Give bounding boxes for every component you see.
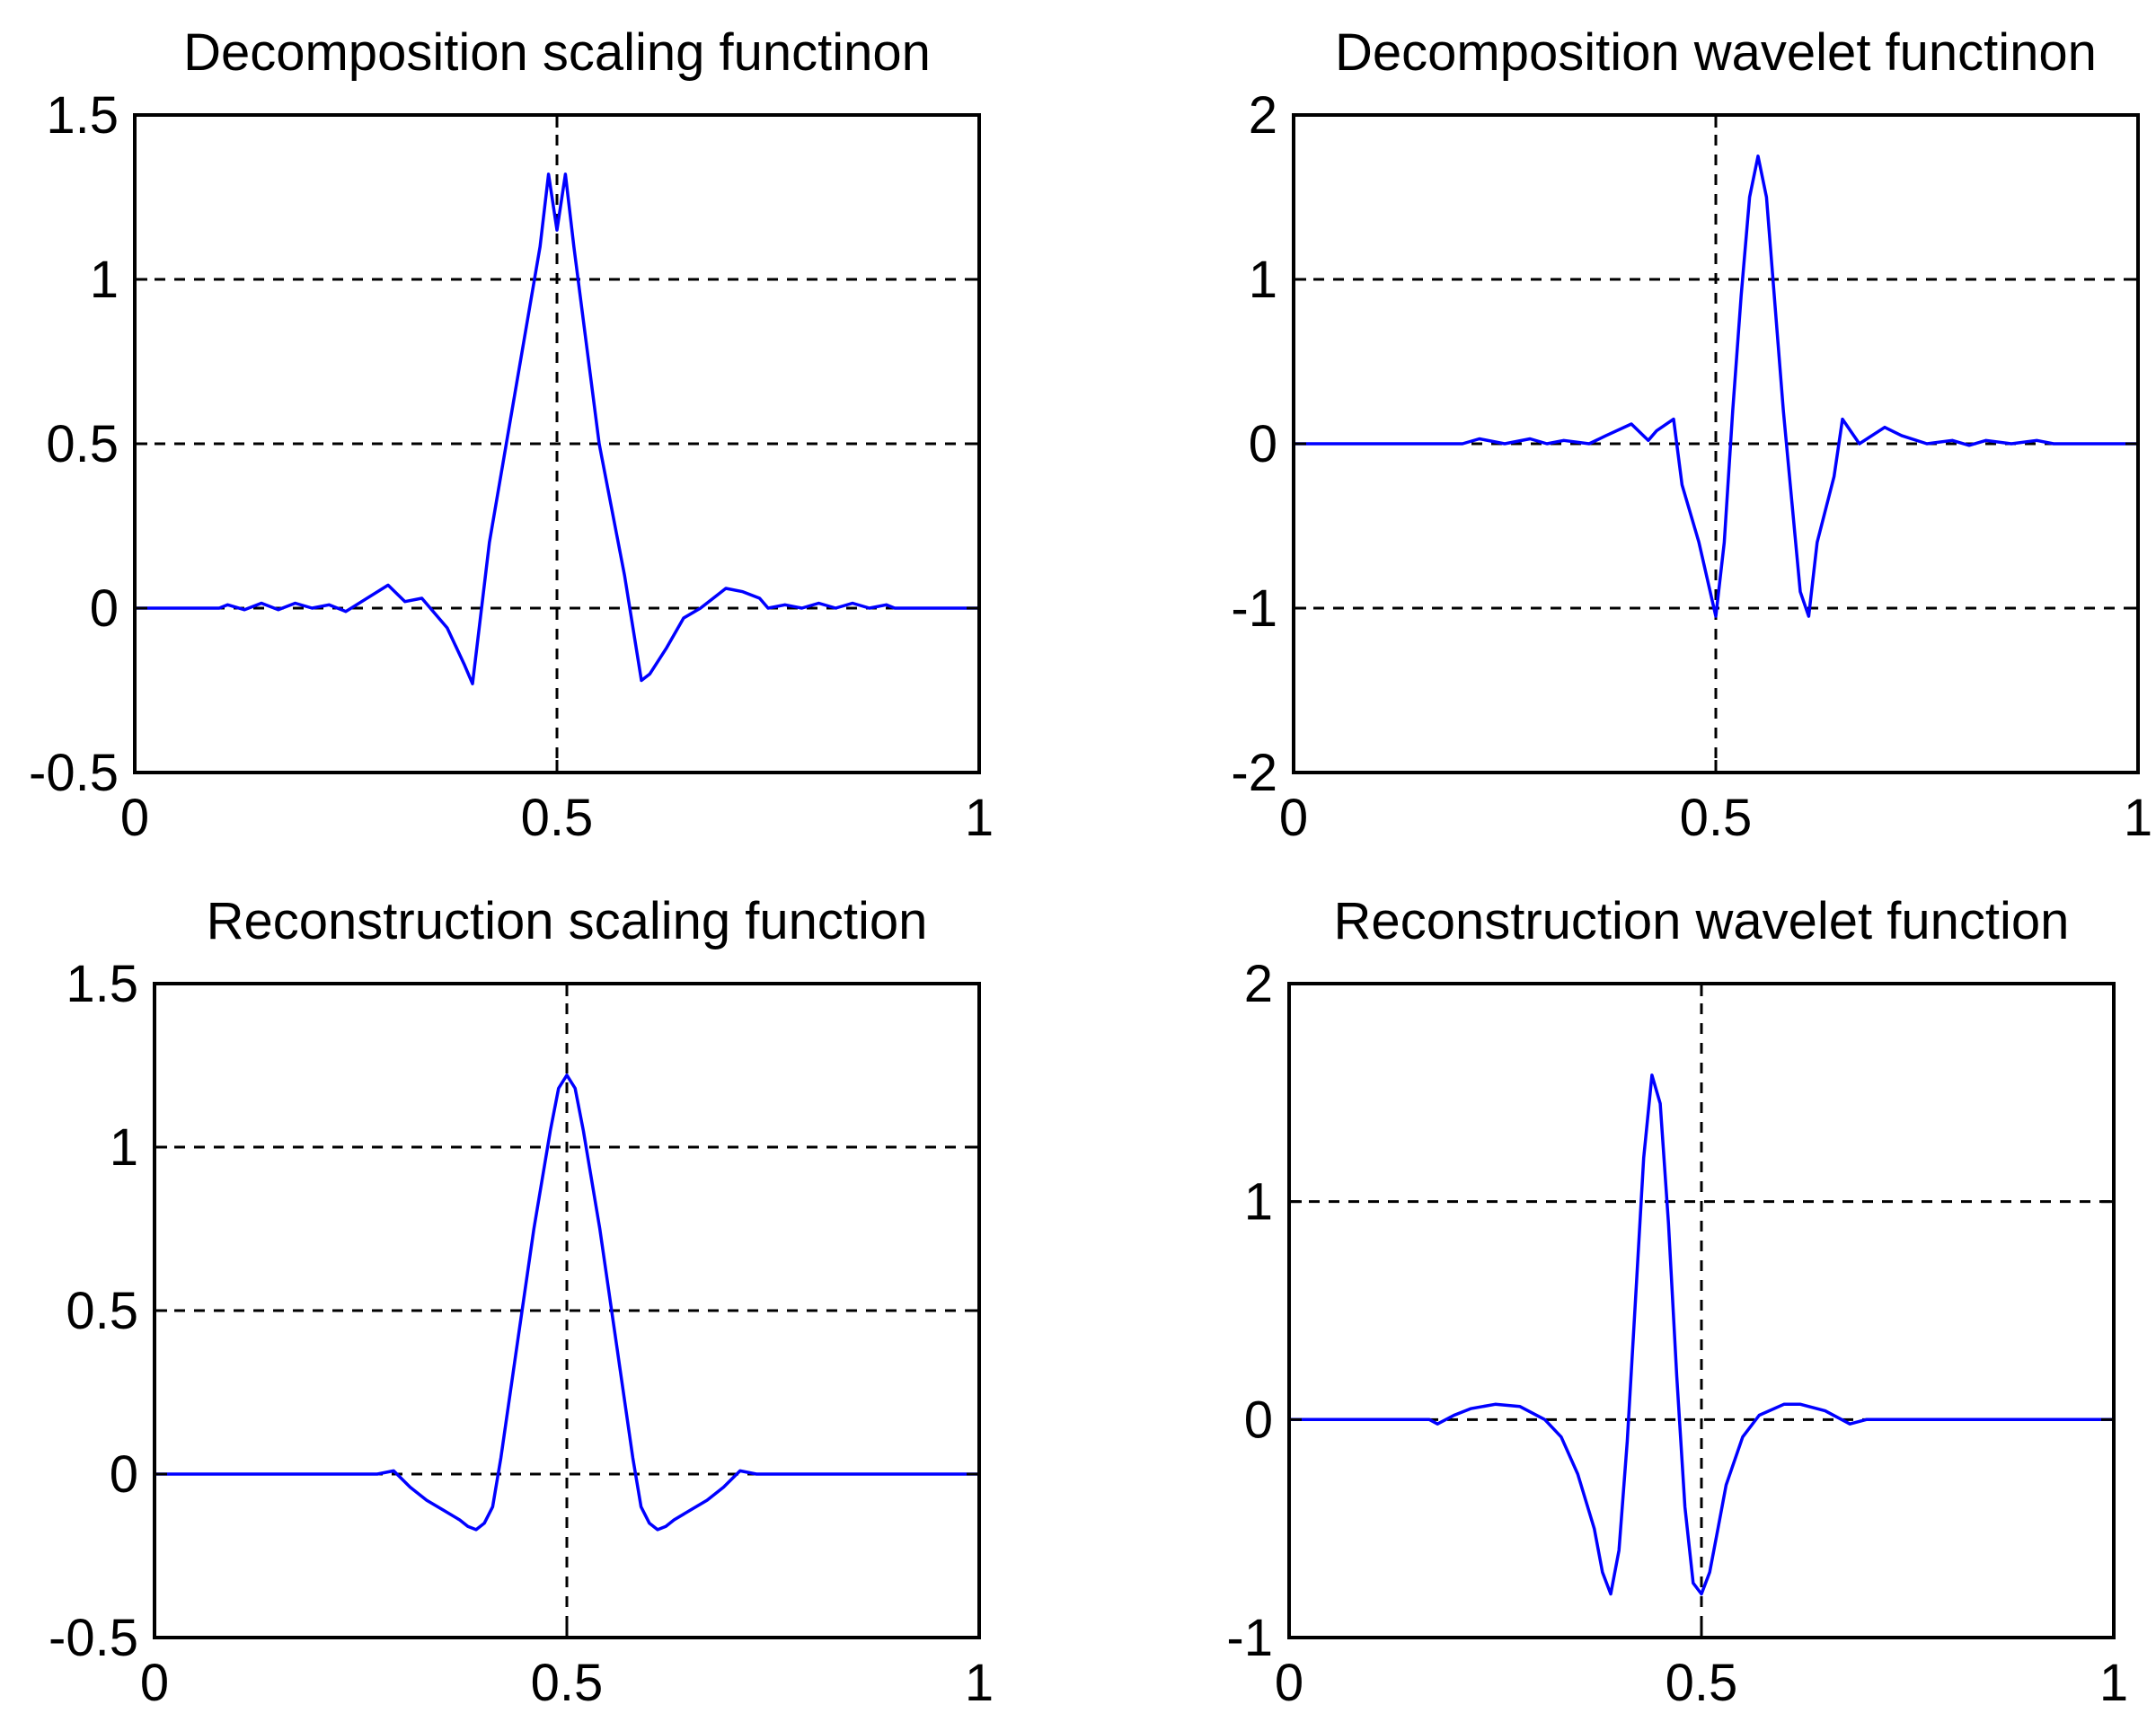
series-line-wavelet (1289, 1073, 2114, 1596)
y-tick-label: 1.5 (66, 955, 138, 1013)
series-line-wavelet (1294, 155, 2138, 618)
x-tick-label: 1 (2124, 789, 2152, 847)
y-tick-label: 0 (1244, 1391, 1273, 1449)
y-tick-label: -1 (1231, 579, 1277, 638)
subplot-2: -2 -1 0 1 2 0 0.5 1 Decomposition wavelet functi… (1231, 23, 2152, 847)
chart-title: Reconstruction wavelet function (1334, 892, 2070, 950)
y-tick-label: 2 (1249, 86, 1277, 145)
x-tick-label: 0.5 (1666, 1654, 1738, 1712)
chart-title: Decomposition scaling functinon (183, 23, 931, 82)
y-tick-label: 0 (110, 1445, 138, 1504)
x-tick-label: 0 (1275, 1654, 1303, 1712)
chart-title: Decomposition wavelet functinon (1335, 23, 2097, 82)
x-tick-label: 1 (2099, 1654, 2128, 1712)
y-tick-label: 1 (110, 1118, 138, 1177)
y-tick-label: -2 (1231, 744, 1277, 802)
y-tick-label: 0.5 (46, 415, 119, 473)
y-tick-label: 1 (90, 251, 119, 309)
y-tick-label: 1 (1249, 251, 1277, 309)
x-tick-label: 0 (120, 789, 149, 847)
y-tick-label: 0 (90, 579, 119, 638)
y-tick-label: 1 (1244, 1173, 1273, 1232)
x-tick-label: 0.5 (531, 1654, 604, 1712)
series-line-scaling (155, 1073, 979, 1532)
y-tick-label: 1.5 (46, 86, 119, 145)
y-tick-label: -1 (1226, 1609, 1273, 1667)
y-tick-label: -0.5 (29, 744, 119, 802)
y-tick-label: -0.5 (49, 1609, 138, 1667)
x-tick-label: 0.5 (521, 789, 594, 847)
x-tick-label: 1 (965, 789, 994, 847)
x-tick-label: 0 (140, 1654, 169, 1712)
x-tick-label: 0.5 (1680, 789, 1753, 847)
y-tick-label: 2 (1244, 955, 1273, 1013)
chart-title: Reconstruction scaling function (207, 892, 928, 950)
x-tick-label: 1 (965, 1654, 994, 1712)
x-tick-label: 0 (1279, 789, 1308, 847)
y-tick-label: 0.5 (66, 1282, 138, 1340)
y-tick-label: 0 (1249, 415, 1277, 473)
series-line-scaling (135, 172, 979, 685)
